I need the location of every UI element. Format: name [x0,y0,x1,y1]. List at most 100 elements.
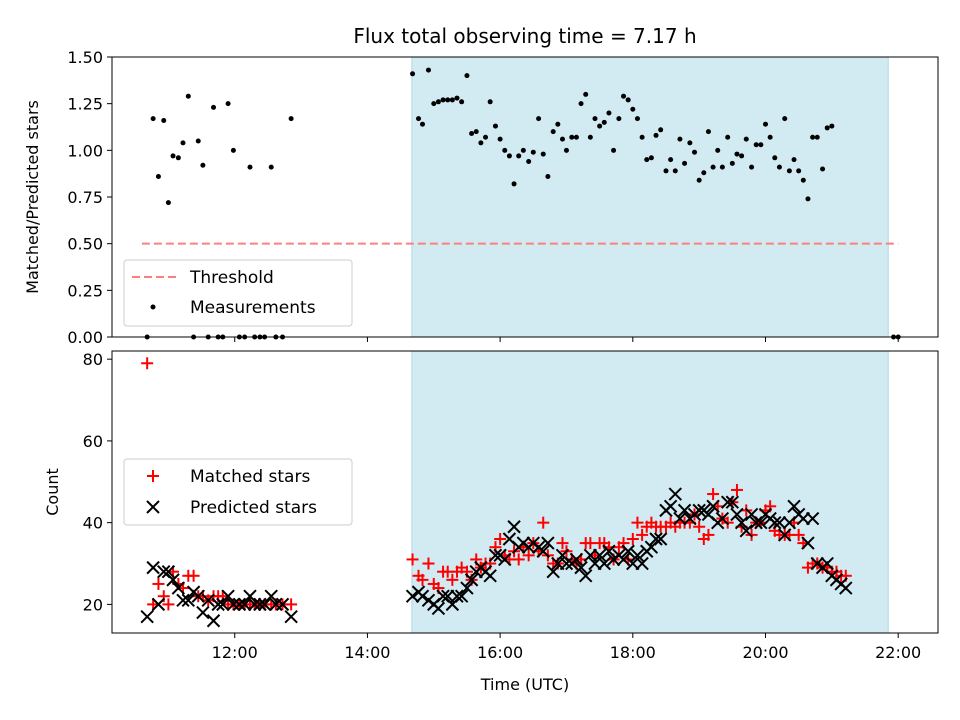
measurement-point [459,99,465,105]
observing-window-rect [411,56,889,338]
count-y-axis-label: Count [43,468,62,516]
predicted-star-marker [166,573,180,587]
measurement-point [616,116,622,122]
predicted-star-marker [541,536,555,550]
predicted-star-marker [768,515,782,530]
measurement-point [820,166,826,172]
predicted-star-marker [405,589,420,603]
measurement-point [734,151,740,157]
measurement-point [791,157,797,163]
predicted-star-marker [431,601,446,616]
predicted-star-marker [653,532,668,546]
predicted-marker-b [559,556,574,571]
measurement-point [536,116,542,122]
predicted-marker-b [592,548,607,563]
predicted-star-marker [546,564,560,579]
predicted-marker-b [450,589,464,603]
threshold-legend-label: Threshold [189,268,274,288]
count-legend-box [123,458,353,526]
measurement-point [743,136,749,142]
predicted-star-marker [161,564,176,579]
matched-star-marker [141,357,154,370]
measurement-point [526,159,532,165]
measurement-point [431,101,437,107]
x-tick-label: 12:00 [212,643,258,662]
predicted-marker-b [454,589,469,603]
predicted-marker-b [706,499,720,514]
measurement-point [440,97,446,103]
measurement-point [425,67,431,73]
measurement-point [410,71,416,77]
matched-star-marker [406,553,419,566]
predicted-star-marker [559,556,574,571]
measurement-point [800,177,806,183]
measurement-point [583,91,589,97]
predicted-star-marker [715,511,730,526]
matched-star-marker [626,533,639,545]
measurement-point [155,173,161,179]
measurement-point [454,95,460,101]
matched-star-marker [631,516,644,529]
predicted-marker-b [201,593,215,608]
predicted-marker-b [171,581,186,595]
measurement-point [569,134,575,140]
measurement-point [782,116,788,122]
matched-star-marker [285,598,298,611]
matched-star-marker [556,537,569,550]
measurement-point [578,101,584,107]
predicted-marker-b [801,536,815,550]
matched-star-marker [636,528,649,541]
measurement-point [170,153,176,159]
predicted-marker-b [216,597,230,612]
ratio-legend-box [123,259,353,327]
predicted-star-marker [720,495,735,509]
matched-legend-label: Matched stars [190,467,310,487]
predicted-star-marker [602,544,616,558]
predicted-marker-b [264,589,278,603]
predicted-marker-b [247,597,262,612]
predicted-marker-b [415,589,430,603]
predicted-legend-swatch [146,500,160,514]
y-tick-label: 60 [83,432,103,451]
measurement-point [520,147,526,153]
predicted-star-marker [415,589,430,603]
observing-window-shade [411,350,889,634]
predicted-star-marker [805,511,820,526]
predicted-marker-b [555,548,570,563]
predicted-marker-b [405,589,420,603]
measurement-point [550,129,556,135]
measurement-point [601,119,607,125]
predicted-legend-label: Predicted stars [190,498,317,518]
predicted-star-marker [507,520,521,534]
predicted-marker-b [772,515,787,530]
predicted-star-marker [247,597,262,612]
predicted-marker-b [253,597,267,612]
matched-star-marker [693,520,706,533]
measurement-point [419,121,425,127]
predicted-marker-b [232,597,247,612]
measurement-point [506,153,512,159]
predicted-marker-b [725,495,740,509]
measurement-point [758,142,764,148]
measurement-point [719,164,725,170]
measurement-point [416,116,422,122]
predicted-marker-b [211,597,225,612]
measurement-point [824,125,830,131]
predicted-marker-b [630,548,645,563]
predicted-star-marker [201,593,215,608]
predicted-marker-b [196,605,210,620]
predicted-marker-b [715,511,730,526]
predicted-star-marker [839,581,853,595]
measurement-point [464,73,470,79]
ratio-legend: Threshold Measurements [123,259,353,327]
matched-legend-swatch [147,470,159,482]
measurement-point [511,181,517,187]
predicted-marker-b [635,556,649,571]
measurement-point [247,164,253,170]
measurement-points [144,67,901,340]
predicted-star-marker [243,589,257,603]
ratio-y-axis-label: Matched/Predicted stars [23,100,42,294]
predicted-star-marker [181,593,196,608]
measurement-point [200,162,206,168]
predicted-marker-b [839,581,853,595]
